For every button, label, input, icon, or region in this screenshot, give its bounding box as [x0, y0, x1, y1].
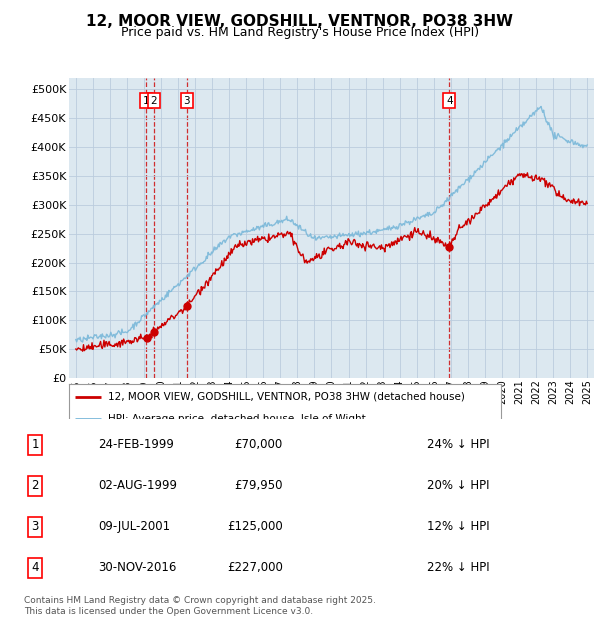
Text: 12, MOOR VIEW, GODSHILL, VENTNOR, PO38 3HW (detached house): 12, MOOR VIEW, GODSHILL, VENTNOR, PO38 3…: [108, 392, 465, 402]
Text: 24-FEB-1999: 24-FEB-1999: [98, 438, 174, 451]
Text: 12% ↓ HPI: 12% ↓ HPI: [427, 520, 490, 533]
Text: 2: 2: [151, 95, 157, 105]
Text: 3: 3: [31, 520, 39, 533]
Text: 20% ↓ HPI: 20% ↓ HPI: [427, 479, 489, 492]
Text: 12, MOOR VIEW, GODSHILL, VENTNOR, PO38 3HW: 12, MOOR VIEW, GODSHILL, VENTNOR, PO38 3…: [86, 14, 514, 29]
Text: £125,000: £125,000: [227, 520, 283, 533]
Text: 22% ↓ HPI: 22% ↓ HPI: [427, 561, 490, 574]
Text: Price paid vs. HM Land Registry's House Price Index (HPI): Price paid vs. HM Land Registry's House …: [121, 26, 479, 39]
Text: 09-JUL-2001: 09-JUL-2001: [98, 520, 170, 533]
Text: 24% ↓ HPI: 24% ↓ HPI: [427, 438, 490, 451]
Text: 1: 1: [31, 438, 39, 451]
Text: HPI: Average price, detached house, Isle of Wight: HPI: Average price, detached house, Isle…: [108, 414, 365, 424]
Text: £227,000: £227,000: [227, 561, 283, 574]
Text: 02-AUG-1999: 02-AUG-1999: [98, 479, 178, 492]
Text: 3: 3: [184, 95, 190, 105]
Text: £79,950: £79,950: [234, 479, 283, 492]
Text: 4: 4: [446, 95, 452, 105]
Text: 4: 4: [31, 561, 39, 574]
Text: 2: 2: [31, 479, 39, 492]
Text: 1: 1: [143, 95, 149, 105]
Text: £70,000: £70,000: [235, 438, 283, 451]
Text: Contains HM Land Registry data © Crown copyright and database right 2025.
This d: Contains HM Land Registry data © Crown c…: [24, 596, 376, 616]
Text: 30-NOV-2016: 30-NOV-2016: [98, 561, 177, 574]
